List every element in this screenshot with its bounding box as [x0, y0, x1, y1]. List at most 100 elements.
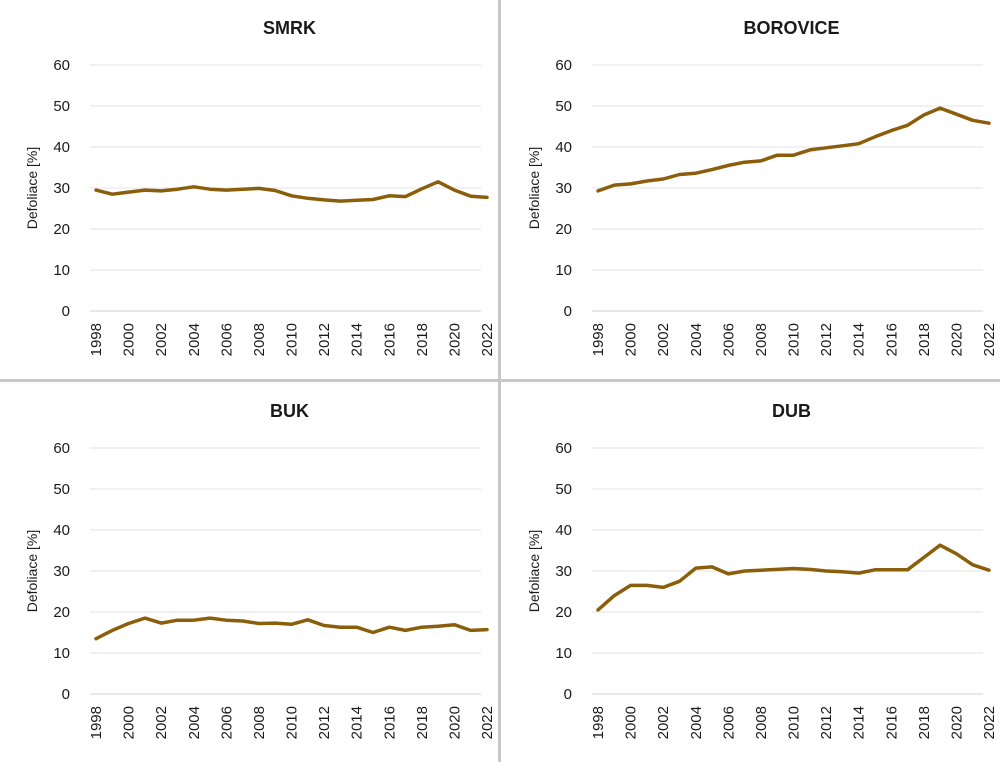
chart-panel-dub: DUB Defoliace [%] 0 10 20 30 40 50 60 1998 2000 200…	[502, 383, 1000, 762]
chart-borovice: BOROVICE Defoliace [%] 0 10 20 30 40 50 60 1998 20…	[526, 18, 998, 356]
y-tick-label: 40	[53, 522, 70, 539]
x-tick-label: 2020	[446, 706, 463, 739]
x-tick-label: 2016	[883, 323, 900, 356]
x-tick-label: 2004	[688, 706, 705, 739]
series-line	[596, 106, 991, 193]
x-tick-label: 2000	[623, 323, 640, 356]
x-tick-label: 1998	[590, 323, 607, 356]
chart-smrk: SMRK Defoliace [%] 0 10 20 30 40 50 60 1998 2000 20…	[24, 18, 496, 356]
x-tick-label: 2002	[153, 706, 170, 739]
x-tick-label: 2020	[446, 323, 463, 356]
series-line	[94, 180, 489, 203]
x-tick-label: 2014	[851, 706, 868, 739]
x-tick-label: 2020	[948, 706, 965, 739]
x-tick-label: 2006	[218, 706, 235, 739]
series-line	[596, 543, 991, 612]
chart-panel-smrk: SMRK Defoliace [%] 0 10 20 30 40 50 60 1998 2000 20…	[0, 0, 498, 379]
y-tick-label: 60	[555, 57, 572, 74]
y-tick-label: 30	[53, 563, 70, 580]
x-tick-label: 2010	[786, 323, 803, 356]
x-tick-label: 2008	[753, 706, 770, 739]
y-tick-label: 20	[53, 221, 70, 238]
x-tick-label: 2006	[720, 706, 737, 739]
y-tick-label: 30	[53, 180, 70, 197]
y-tick-label: 30	[555, 563, 572, 580]
x-tick-label: 2010	[786, 706, 803, 739]
y-axis-label: Defoliace [%]	[24, 530, 40, 612]
y-tick-label: 30	[555, 180, 572, 197]
x-tick-label: 2014	[851, 323, 868, 356]
x-tick-label: 2012	[818, 706, 835, 739]
chart-panel-borovice: BOROVICE Defoliace [%] 0 10 20 30 40 50 60 1998 20…	[502, 0, 1000, 379]
x-tick-label: 2000	[121, 323, 138, 356]
y-tick-label: 50	[53, 481, 70, 498]
y-tick-label: 0	[564, 303, 572, 320]
y-tick-label: 20	[555, 604, 572, 621]
x-tick-label: 2008	[251, 706, 268, 739]
chart-buk: BUK Defoliace [%] 0 10 20 30 40 50 60 1998 2000 200…	[24, 401, 496, 739]
x-tick-label: 2000	[623, 706, 640, 739]
y-tick-label: 10	[555, 262, 572, 279]
x-tick-label: 2012	[818, 323, 835, 356]
y-tick-label: 0	[564, 686, 572, 703]
x-tick-label: 2008	[753, 323, 770, 356]
y-tick-label: 0	[62, 303, 70, 320]
x-tick-label: 2012	[316, 706, 333, 739]
y-tick-label: 10	[53, 262, 70, 279]
x-tick-label: 2010	[284, 323, 301, 356]
x-tick-label: 2002	[655, 706, 672, 739]
y-tick-label: 40	[53, 139, 70, 156]
y-tick-label: 60	[555, 440, 572, 457]
y-tick-label: 50	[555, 98, 572, 115]
x-tick-label: 2022	[479, 323, 496, 356]
chart-title: BOROVICE	[743, 18, 839, 38]
y-tick-label: 20	[53, 604, 70, 621]
x-tick-label: 2004	[186, 706, 203, 739]
x-tick-label: 1998	[590, 706, 607, 739]
y-tick-label: 20	[555, 221, 572, 238]
y-tick-label: 50	[555, 481, 572, 498]
chart-title: SMRK	[263, 18, 316, 38]
x-tick-label: 2016	[381, 706, 398, 739]
x-tick-label: 1998	[88, 706, 105, 739]
y-tick-label: 50	[53, 98, 70, 115]
x-tick-label: 2018	[916, 706, 933, 739]
x-tick-label: 2004	[688, 323, 705, 356]
x-tick-label: 2000	[121, 706, 138, 739]
x-tick-label: 2006	[218, 323, 235, 356]
x-tick-label: 2002	[655, 323, 672, 356]
chart-panel-buk: BUK Defoliace [%] 0 10 20 30 40 50 60 1998 2000 200…	[0, 383, 498, 762]
x-tick-label: 2002	[153, 323, 170, 356]
x-tick-label: 2016	[381, 323, 398, 356]
x-tick-label: 2014	[349, 706, 366, 739]
x-tick-label: 2022	[981, 323, 998, 356]
x-tick-label: 2012	[316, 323, 333, 356]
x-tick-label: 1998	[88, 323, 105, 356]
x-tick-label: 2018	[916, 323, 933, 356]
y-axis-label: Defoliace [%]	[526, 530, 542, 612]
y-tick-label: 10	[53, 645, 70, 662]
x-tick-label: 2022	[479, 706, 496, 739]
x-tick-label: 2004	[186, 323, 203, 356]
x-tick-label: 2014	[349, 323, 366, 356]
y-tick-label: 60	[53, 57, 70, 74]
y-tick-label: 10	[555, 645, 572, 662]
y-axis-label: Defoliace [%]	[526, 147, 542, 229]
x-tick-label: 2010	[284, 706, 301, 739]
x-tick-label: 2018	[414, 706, 431, 739]
x-tick-label: 2008	[251, 323, 268, 356]
horizontal-divider	[0, 379, 1000, 382]
x-tick-label: 2020	[948, 323, 965, 356]
y-axis-label: Defoliace [%]	[24, 147, 40, 229]
x-tick-label: 2018	[414, 323, 431, 356]
x-tick-label: 2006	[720, 323, 737, 356]
chart-title: DUB	[772, 401, 811, 421]
x-tick-label: 2022	[981, 706, 998, 739]
series-line	[94, 616, 489, 641]
y-tick-label: 40	[555, 139, 572, 156]
y-tick-label: 40	[555, 522, 572, 539]
chart-title: BUK	[270, 401, 309, 421]
chart-dub: DUB Defoliace [%] 0 10 20 30 40 50 60 1998 2000 200…	[526, 401, 998, 739]
y-tick-label: 0	[62, 686, 70, 703]
x-tick-label: 2016	[883, 706, 900, 739]
